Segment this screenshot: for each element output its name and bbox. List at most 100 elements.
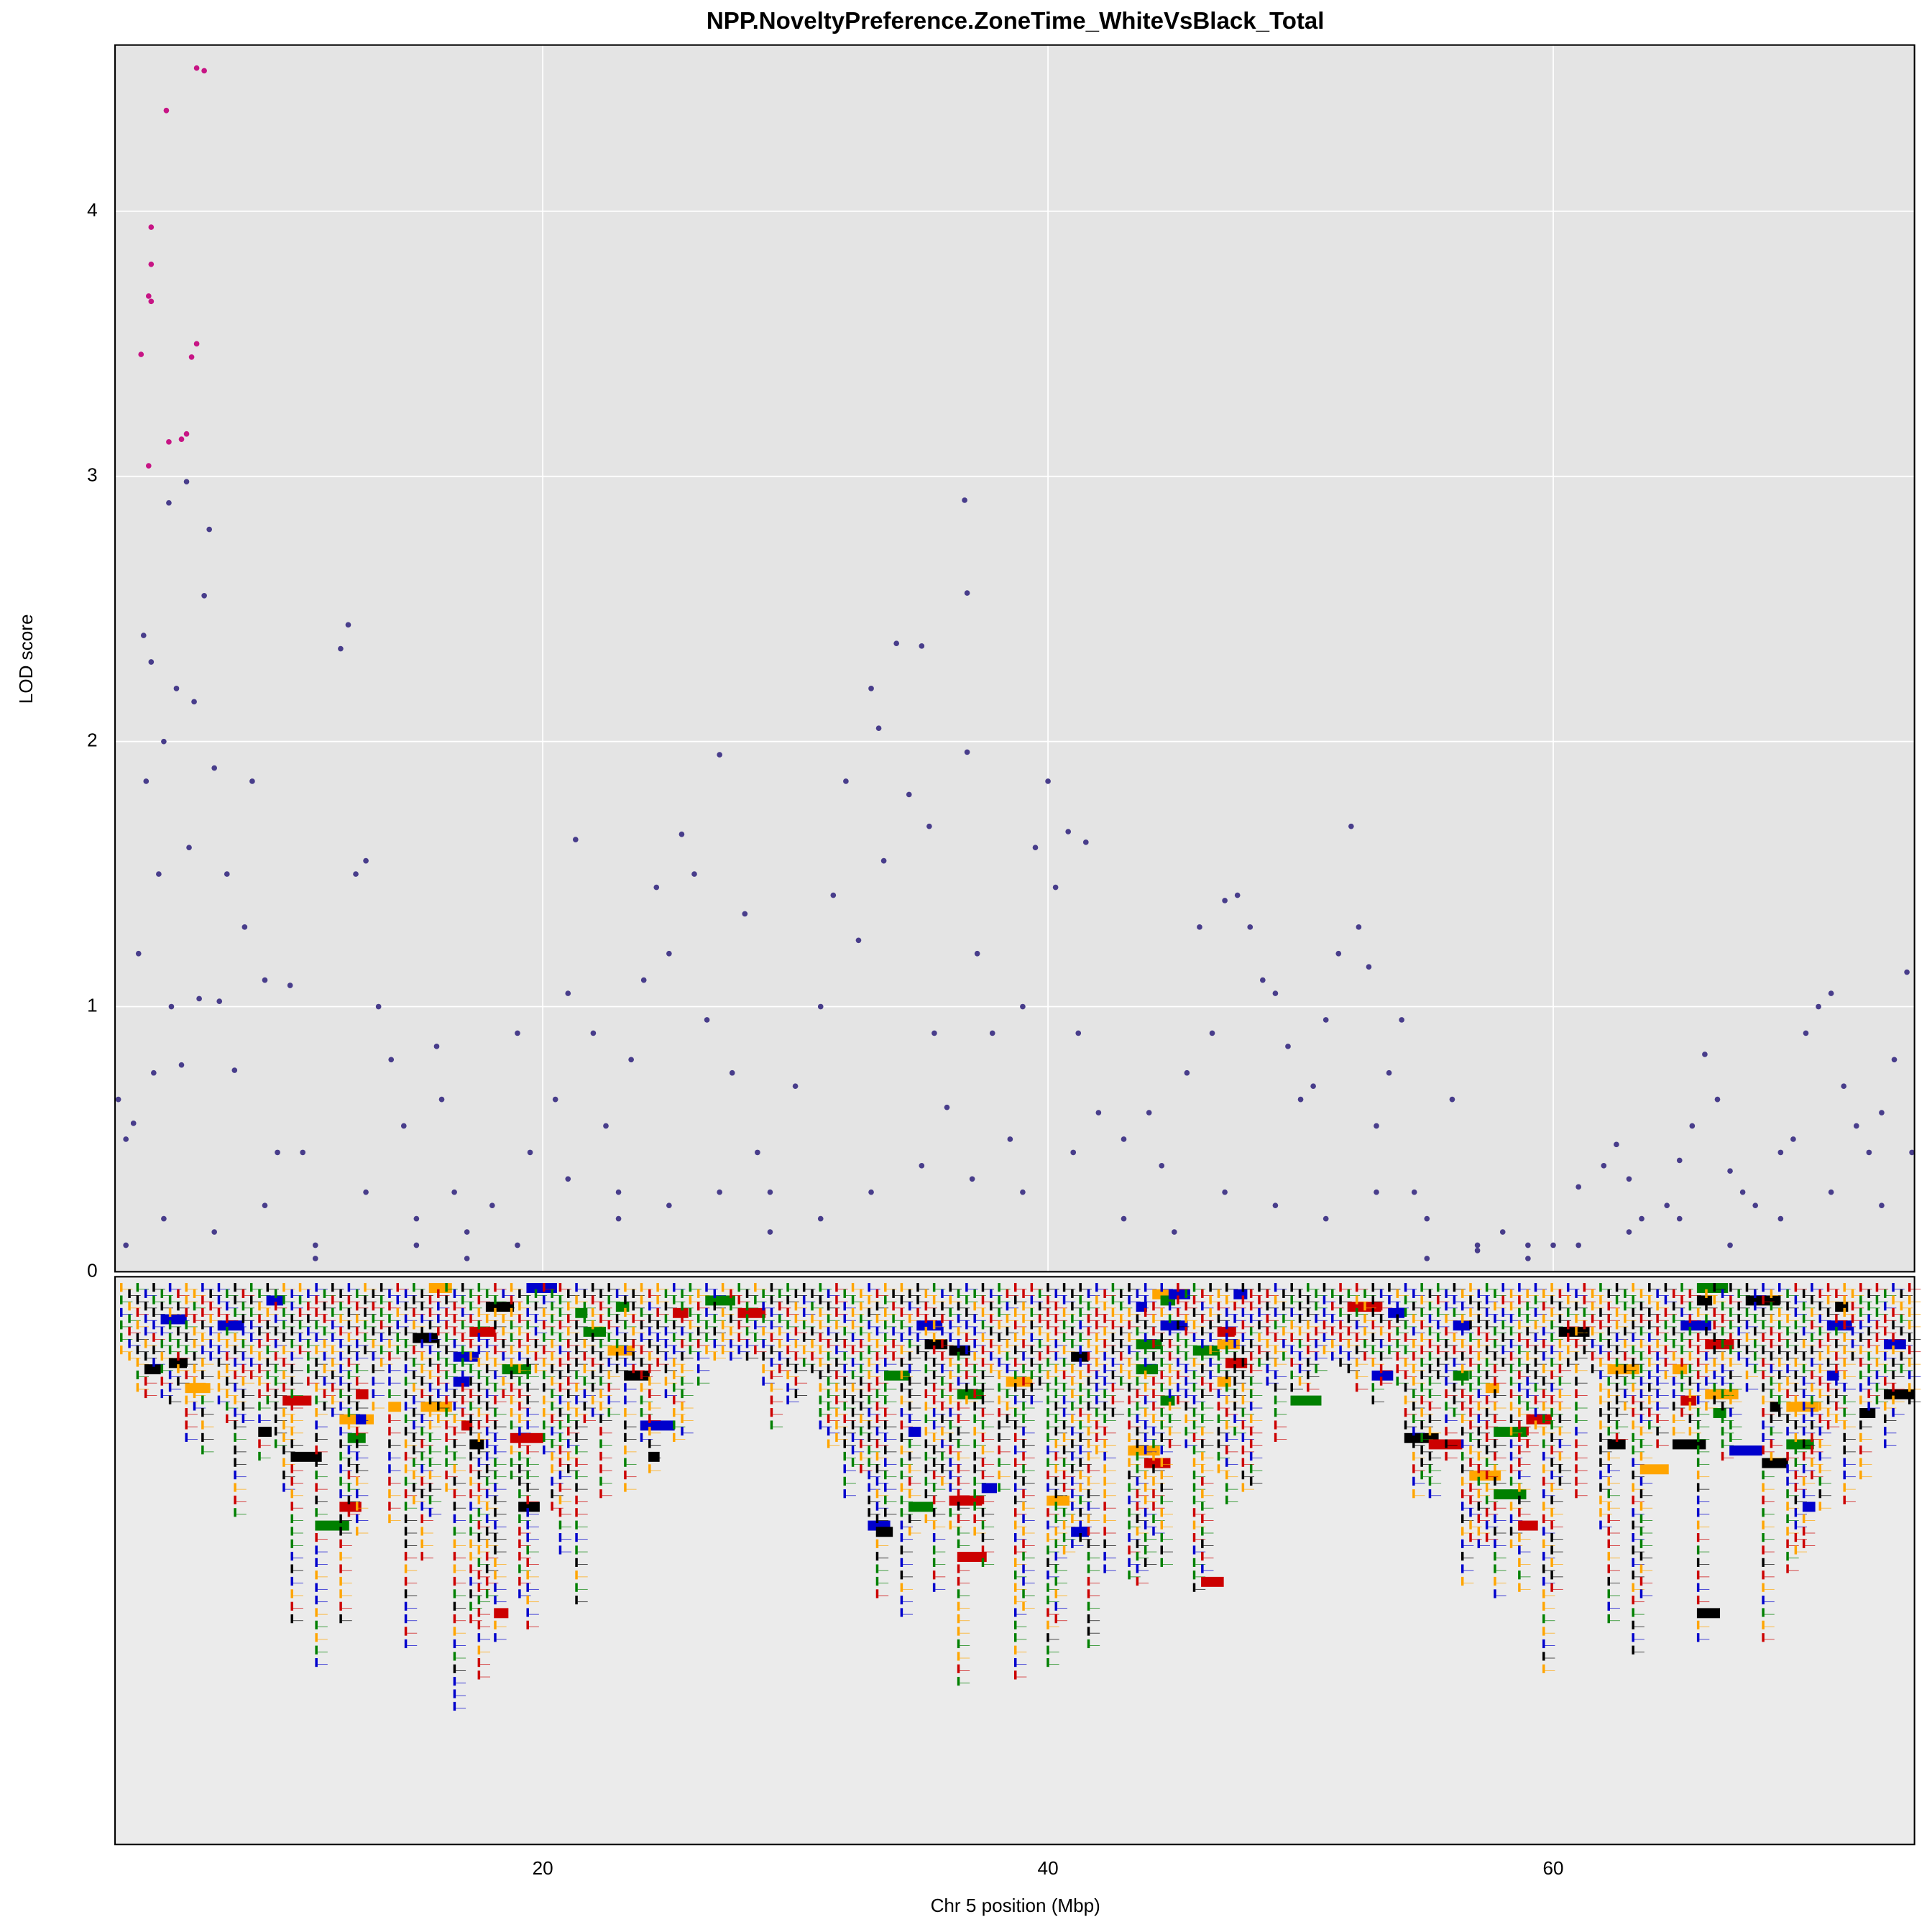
gene-feature (485, 1289, 489, 1298)
gene-feature (1079, 1495, 1082, 1504)
gene-feature (941, 1402, 944, 1411)
gene-feature (1201, 1351, 1204, 1361)
gene-feature (315, 1495, 318, 1504)
gene-feature (469, 1289, 472, 1298)
gene-feature (1006, 1364, 1009, 1374)
gene-feature (485, 1527, 489, 1536)
gene-feature (1136, 1326, 1139, 1336)
gene-feature (1144, 1558, 1147, 1567)
gene-feature (1046, 1383, 1049, 1392)
gene-feature (177, 1376, 180, 1386)
gene-feature (1241, 1358, 1245, 1367)
gene-feature (1087, 1427, 1090, 1436)
gene-feature (485, 1414, 489, 1423)
gene-feature (900, 1395, 903, 1404)
gene-feature (1103, 1501, 1106, 1511)
gene-feature (827, 1414, 830, 1423)
gene-feature (355, 1314, 359, 1323)
gene-feature (1054, 1514, 1058, 1524)
gene-feature (372, 1402, 375, 1411)
gene-feature (673, 1295, 676, 1305)
gene-feature (494, 1495, 497, 1504)
gene-feature (136, 1283, 139, 1292)
gene-feature (1030, 1283, 1034, 1292)
gene-feature (494, 1583, 497, 1592)
gene-feature (258, 1289, 261, 1298)
gene-feature (957, 1389, 984, 1399)
gene-feature (1079, 1320, 1082, 1330)
gene-feature (1469, 1358, 1472, 1367)
gene-feature (1420, 1445, 1423, 1455)
gene-feature (396, 1320, 399, 1330)
gene-feature (282, 1320, 285, 1330)
gene-feature (420, 1514, 423, 1524)
gene-feature (1274, 1420, 1277, 1430)
gene-feature (1298, 1364, 1302, 1374)
gene-feature (282, 1346, 285, 1355)
gene-feature (518, 1514, 521, 1524)
gene-feature (924, 1451, 928, 1461)
gene-feature (591, 1320, 594, 1330)
gene-feature (737, 1333, 740, 1342)
gene-feature (1225, 1408, 1228, 1417)
gene-feature (380, 1307, 383, 1317)
gene-feature (1071, 1326, 1074, 1336)
gene-feature (973, 1314, 976, 1323)
gene-feature (1119, 1351, 1123, 1361)
gene-feature (1168, 1339, 1172, 1348)
gene-feature (217, 1370, 221, 1380)
gene-feature (526, 1508, 529, 1517)
gene-feature (827, 1326, 830, 1336)
gene-feature (973, 1289, 976, 1298)
gene-feature (1379, 1339, 1383, 1348)
gene-feature (924, 1427, 928, 1436)
gene-feature (323, 1402, 326, 1411)
gene-feature (510, 1471, 513, 1480)
gene-feature (1062, 1283, 1066, 1292)
gene-feature (1071, 1389, 1074, 1399)
gene-feature (892, 1326, 895, 1336)
gene-feature (201, 1395, 204, 1404)
gene-feature (404, 1614, 408, 1624)
gene-feature (1485, 1283, 1489, 1292)
gene-feature (534, 1351, 538, 1361)
gene-feature (1128, 1520, 1131, 1530)
gene-feature (477, 1346, 481, 1355)
gene-feature (388, 1489, 391, 1499)
gene-feature (1315, 1326, 1317, 1336)
gene-feature (1201, 1514, 1204, 1524)
gene-feature (1307, 1333, 1310, 1342)
gene-feature (445, 1346, 448, 1355)
gene-feature (1071, 1489, 1074, 1499)
gene-feature (428, 1495, 432, 1504)
gene-feature (1477, 1539, 1481, 1548)
gene-feature (1412, 1439, 1415, 1448)
gene-feature (1428, 1464, 1432, 1473)
gene-feature (469, 1489, 472, 1499)
gene-feature (1258, 1333, 1261, 1342)
gene-feature (567, 1364, 570, 1374)
gene-feature (615, 1289, 619, 1298)
gene-feature (721, 1320, 724, 1330)
gene-feature (1258, 1346, 1261, 1355)
gene-feature (168, 1333, 172, 1342)
gene-feature (1079, 1533, 1082, 1542)
gene-feature (1160, 1445, 1164, 1455)
gene-feature (1062, 1545, 1066, 1555)
gene-feature (315, 1283, 318, 1292)
gene-feature (1298, 1289, 1302, 1298)
gene-feature (924, 1376, 928, 1386)
gene-feature (1022, 1402, 1025, 1411)
gene-feature (518, 1351, 521, 1361)
gene-feature (632, 1339, 635, 1348)
gene-feature (932, 1395, 936, 1404)
gene-feature (136, 1358, 139, 1367)
gene-feature (1307, 1346, 1310, 1355)
gene-feature (924, 1389, 928, 1399)
gene-feature (1485, 1395, 1489, 1404)
gene-feature (315, 1645, 318, 1655)
gene-feature (168, 1283, 172, 1292)
gene-feature (737, 1283, 740, 1292)
gene-feature (518, 1314, 521, 1323)
gene-feature (786, 1383, 789, 1392)
